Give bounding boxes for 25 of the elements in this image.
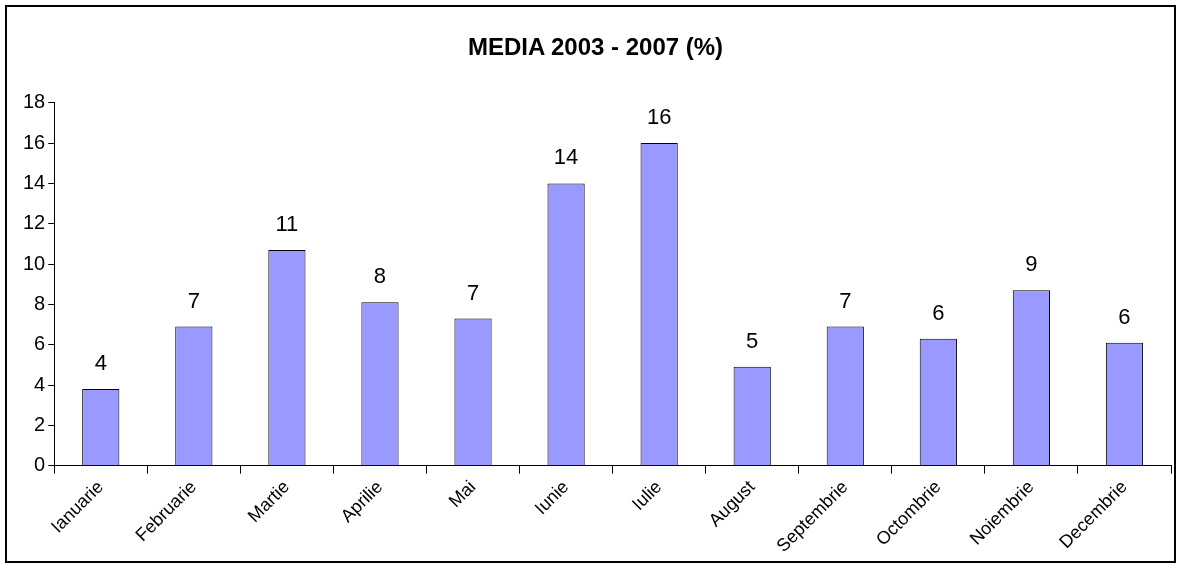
data-label: 7 xyxy=(187,287,200,313)
x-tick-label: Iulie xyxy=(628,476,666,514)
data-label: 7 xyxy=(839,287,852,313)
data-label: 7 xyxy=(466,279,480,305)
data-label: 6 xyxy=(1118,303,1131,329)
y-tick-label: 16 xyxy=(23,130,46,153)
y-tick-label: 4 xyxy=(34,372,46,395)
data-label: 14 xyxy=(553,144,579,170)
data-label: 11 xyxy=(275,211,299,237)
data-label: 8 xyxy=(373,263,387,289)
y-tick-label: 18 xyxy=(23,90,46,113)
y-tick-label: 6 xyxy=(34,332,46,355)
y-tick-label: 2 xyxy=(34,412,46,435)
data-label: 16 xyxy=(646,104,672,130)
y-tick-label: 0 xyxy=(34,453,46,476)
y-tick-label: 8 xyxy=(34,291,46,314)
data-label: 6 xyxy=(932,299,945,325)
data-label: 5 xyxy=(746,327,759,353)
data-label: 4 xyxy=(94,350,107,376)
y-tick-label: 12 xyxy=(23,211,46,234)
data-label: 9 xyxy=(1025,251,1038,277)
chart-title: MEDIA 2003 - 2007 (%) xyxy=(467,33,724,61)
y-tick-label: 10 xyxy=(23,251,46,274)
y-tick-label: 14 xyxy=(23,170,46,193)
x-tick-label: Mai xyxy=(444,476,480,512)
